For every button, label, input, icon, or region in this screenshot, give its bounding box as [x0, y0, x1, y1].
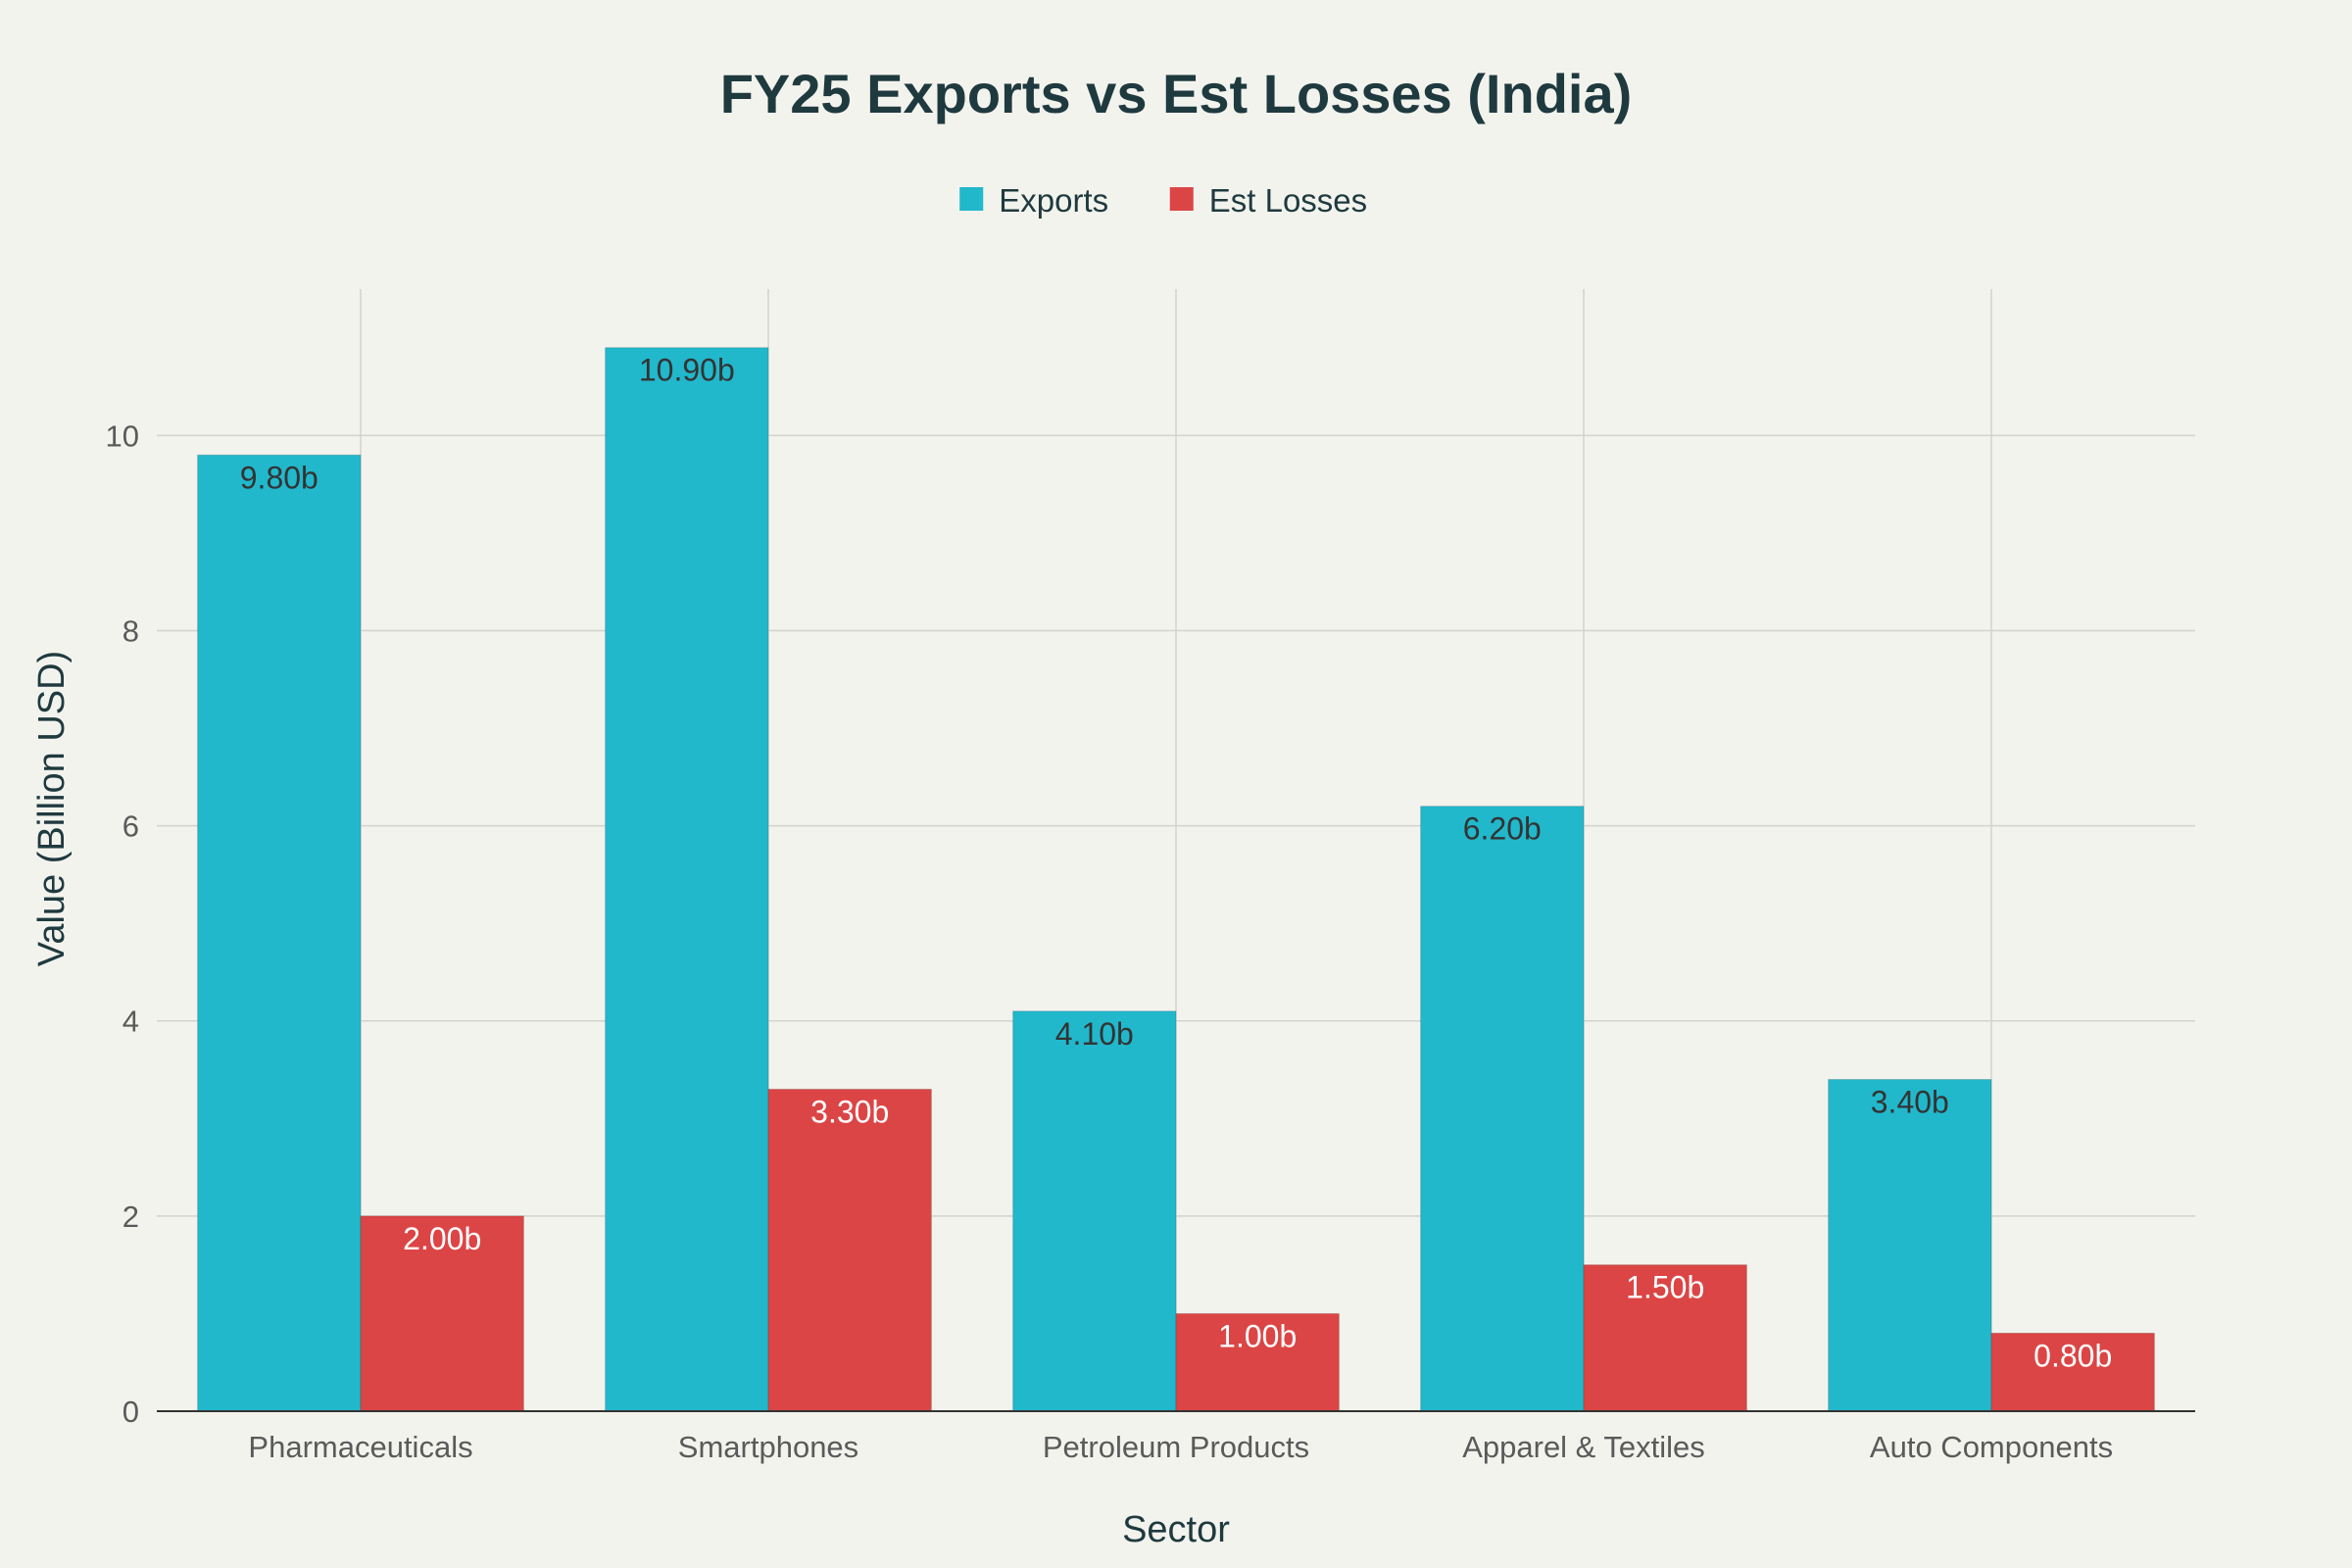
- y-tick-label: 6: [122, 809, 139, 844]
- bars: [197, 347, 2155, 1412]
- bar-exports[interactable]: [1828, 1078, 1992, 1412]
- bar-est-losses[interactable]: [1175, 1312, 1340, 1412]
- bar-value-label: 3.30b: [810, 1094, 889, 1129]
- bar-value-label: 9.80b: [240, 460, 318, 495]
- y-axis-title: Value (Billion USD): [31, 651, 73, 966]
- y-tick-label: 0: [122, 1395, 139, 1429]
- bar-exports[interactable]: [197, 454, 362, 1412]
- bar-value-label: 1.50b: [1626, 1270, 1704, 1305]
- bar-value-label: 10.90b: [639, 353, 735, 388]
- axes: 0 2 4 6 8 10 Pharmaceuticals Smartphones Petrole…: [106, 418, 2195, 1464]
- x-tick-label: Smartphones: [678, 1430, 858, 1464]
- y-tick-label: 10: [106, 418, 139, 453]
- bar-value-label: 6.20b: [1463, 811, 1542, 847]
- legend-label: Est Losses: [1209, 182, 1367, 219]
- x-tick-label: Petroleum Products: [1043, 1430, 1309, 1464]
- x-axis-title: Sector: [1122, 1509, 1230, 1550]
- bar-value-label: 4.10b: [1055, 1016, 1134, 1052]
- bar-exports[interactable]: [1012, 1010, 1177, 1412]
- chart-title: FY25 Exports vs Est Losses (India): [720, 63, 1633, 124]
- legend[interactable]: Exports Est Losses: [959, 182, 1367, 219]
- bar-est-losses[interactable]: [360, 1215, 524, 1412]
- bar-value-label: 0.80b: [2034, 1338, 2112, 1373]
- x-tick-label: Apparel & Textiles: [1462, 1430, 1705, 1464]
- y-tick-label: 4: [122, 1004, 139, 1039]
- bar-est-losses[interactable]: [767, 1088, 932, 1412]
- y-tick-label: 2: [122, 1200, 139, 1234]
- bar-value-label: 2.00b: [403, 1221, 481, 1256]
- bar-value-label: 1.00b: [1218, 1318, 1297, 1353]
- legend-swatch: [1169, 187, 1194, 211]
- legend-swatch: [959, 187, 984, 211]
- bar-exports[interactable]: [1420, 806, 1585, 1412]
- legend-label: Exports: [999, 182, 1108, 219]
- x-tick-label: Auto Components: [1870, 1430, 2113, 1464]
- legend-item-est-losses[interactable]: Est Losses: [1169, 182, 1367, 219]
- y-tick-label: 8: [122, 613, 139, 648]
- bar-est-losses[interactable]: [1583, 1264, 1747, 1412]
- bar-est-losses[interactable]: [1990, 1332, 2155, 1412]
- bar-value-label: 3.40b: [1871, 1084, 1949, 1119]
- bar-labels: 9.80b 2.00b 10.90b 3.30b 4.10b 1.00b 6.20b 1.50…: [240, 353, 2112, 1374]
- x-tick-label: Pharmaceuticals: [248, 1430, 472, 1464]
- legend-item-exports[interactable]: Exports: [959, 182, 1108, 219]
- bar-exports[interactable]: [605, 347, 769, 1412]
